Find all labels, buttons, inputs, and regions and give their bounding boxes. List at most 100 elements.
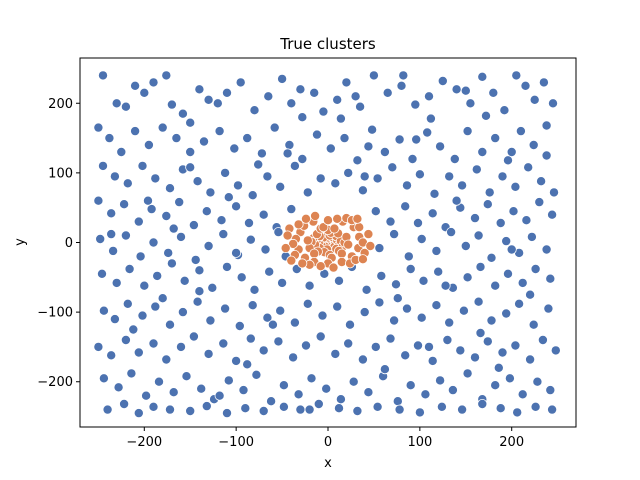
scatter-point	[398, 70, 409, 81]
scatter-point	[235, 77, 246, 88]
scatter-point	[541, 244, 552, 255]
scatter-point	[148, 237, 159, 248]
scatter-point	[437, 76, 448, 87]
scatter-point	[288, 352, 299, 363]
y-tick-label: −100	[37, 306, 73, 321]
scatter-point	[545, 385, 556, 396]
scatter-point	[332, 213, 343, 224]
scatter-point	[495, 217, 506, 228]
scatter-point	[221, 87, 232, 98]
scatter-point	[194, 84, 205, 95]
scatter-point	[98, 373, 109, 384]
scatter-point	[242, 133, 253, 144]
scatter-point	[146, 204, 157, 215]
scatter-point	[510, 340, 521, 351]
scatter-point	[175, 341, 186, 352]
scatter-point	[414, 169, 425, 180]
scatter-point	[482, 199, 493, 210]
scatter-point	[355, 101, 366, 112]
scatter-point	[218, 338, 229, 349]
scatter-point	[302, 298, 313, 309]
scatter-point	[379, 146, 390, 157]
scatter-point	[247, 300, 258, 311]
scatter-point	[318, 222, 329, 233]
scatter-point	[372, 401, 383, 412]
scatter-point	[431, 300, 442, 311]
scatter-point	[214, 126, 225, 137]
scatter-point	[293, 389, 304, 400]
scatter-point	[367, 124, 378, 135]
scatter-point	[429, 188, 440, 199]
scatter-point	[520, 80, 531, 91]
scatter-point	[205, 315, 216, 326]
scatter-point	[236, 272, 247, 283]
scatter-point	[325, 143, 336, 154]
scatter-point	[141, 390, 152, 401]
scatter-point	[343, 239, 354, 250]
scatter-point	[269, 122, 280, 133]
scatter-point	[106, 208, 117, 219]
scatter-point	[495, 403, 506, 414]
scatter-point	[517, 277, 528, 288]
scatter-point	[93, 195, 104, 206]
scatter-point	[372, 173, 383, 184]
scatter-point	[280, 243, 291, 254]
scatter-point	[97, 268, 108, 279]
scatter-point	[177, 108, 188, 119]
scatter-point	[405, 263, 416, 274]
scatter-point	[469, 352, 480, 363]
scatter-point	[451, 195, 462, 206]
scatter-point	[122, 298, 133, 309]
scatter-point	[543, 303, 554, 314]
scatter-point	[530, 401, 541, 412]
x-axis-label: x	[324, 456, 332, 471]
scatter-point	[490, 133, 501, 144]
scatter-point	[361, 284, 372, 295]
scatter-point	[300, 340, 311, 351]
scatter-point	[185, 162, 196, 173]
scatter-point	[510, 181, 521, 192]
scatter-point	[465, 98, 476, 109]
scatter-point	[394, 134, 405, 145]
scatter-point	[104, 133, 115, 144]
scatter-point	[260, 244, 271, 255]
scatter-point	[223, 375, 234, 386]
scatter-point	[212, 98, 223, 109]
scatter-point	[396, 80, 407, 91]
scatter-point	[175, 231, 186, 242]
scatter-point	[401, 180, 412, 191]
scatter-point	[240, 403, 251, 414]
scatter-point	[423, 91, 434, 102]
scatter-point	[273, 336, 284, 347]
scatter-point	[278, 401, 289, 412]
scatter-point	[460, 240, 471, 251]
scatter-point	[514, 298, 525, 309]
scatter-points	[93, 70, 561, 419]
scatter-point	[161, 354, 172, 365]
scatter-point	[139, 87, 150, 98]
x-tick-label: −200	[126, 435, 162, 450]
scatter-point	[284, 139, 295, 150]
scatter-point	[488, 87, 499, 98]
scatter-point	[329, 223, 340, 234]
scatter-point	[350, 91, 361, 102]
scatter-point	[163, 247, 174, 258]
scatter-point	[275, 305, 286, 316]
scatter-point	[106, 229, 117, 240]
scatter-point	[423, 341, 434, 352]
scatter-point	[330, 178, 341, 189]
scatter-point	[357, 354, 368, 365]
scatter-point	[460, 85, 471, 96]
scatter-point	[392, 293, 403, 304]
scatter-point	[133, 347, 144, 358]
scatter-point	[354, 222, 365, 233]
scatter-point	[410, 99, 421, 110]
scatter-point	[343, 338, 354, 349]
scatter-point	[407, 153, 418, 164]
scatter-point	[282, 230, 293, 241]
scatter-point	[168, 223, 179, 234]
scatter-point	[231, 247, 242, 258]
scatter-point	[120, 334, 131, 345]
scatter-point	[258, 209, 269, 220]
